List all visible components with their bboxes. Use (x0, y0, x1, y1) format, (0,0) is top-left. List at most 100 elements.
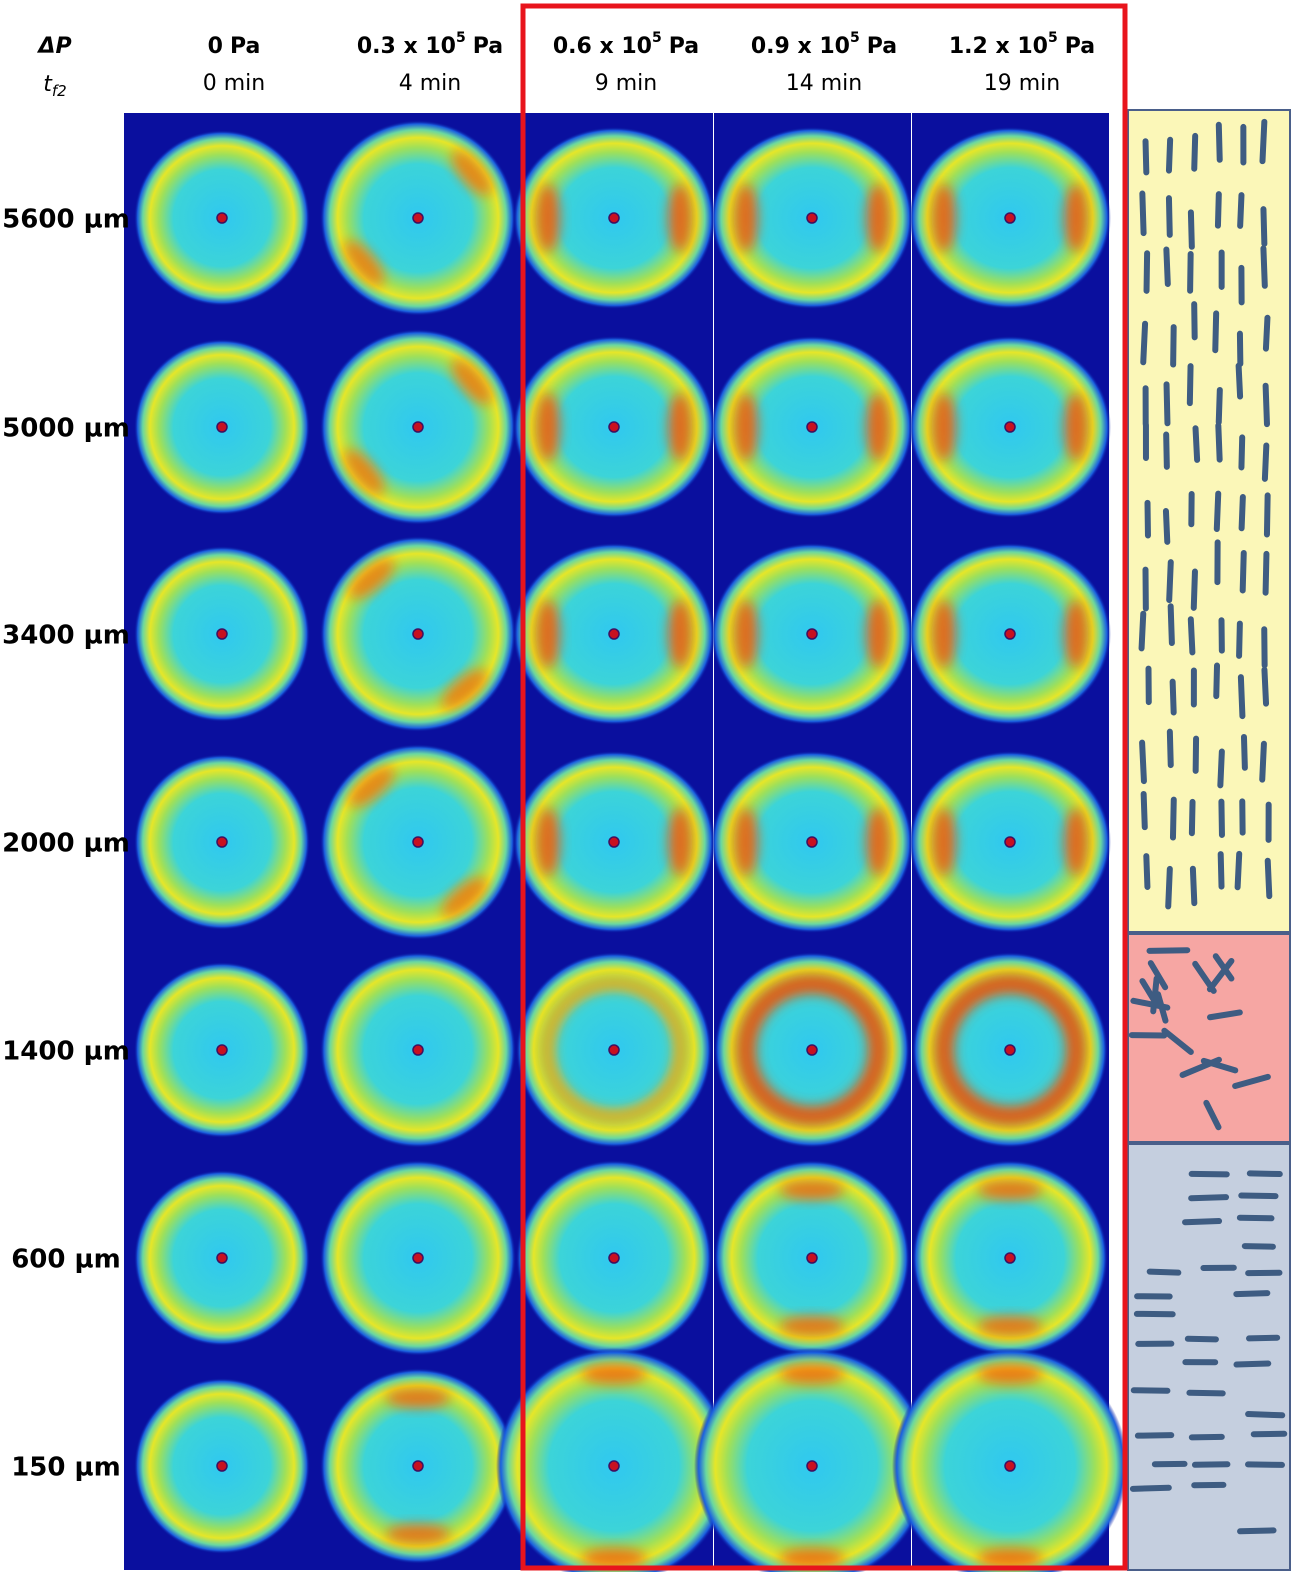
anisotropy-lobe (866, 393, 890, 461)
anisotropy-lobe (932, 600, 956, 668)
fiber-stick (1206, 957, 1235, 993)
beam-stop (1004, 1252, 1016, 1264)
scattering-pattern (694, 1348, 930, 1572)
anisotropy-lobe (978, 1180, 1042, 1200)
fiber-stick (1236, 1214, 1275, 1222)
fiber-stick (1142, 138, 1150, 176)
scattering-pattern (124, 322, 321, 531)
beam-stop (608, 1252, 620, 1264)
fiber-stick (1203, 1099, 1222, 1131)
pressure-label: 0.6 x 105 Pa (553, 30, 699, 59)
fiber-stick (1143, 250, 1151, 294)
anisotropy-lobe (734, 600, 758, 668)
fiber-stick (1191, 1461, 1231, 1468)
scatter-ring (694, 1348, 930, 1572)
pressure-unit: Pa (867, 34, 897, 59)
beam-stop (608, 421, 620, 433)
fiber-stick (1167, 603, 1175, 646)
scattering-pattern (320, 1361, 517, 1570)
fiber-stick (1245, 1411, 1286, 1419)
fiber-stick (1150, 975, 1160, 1015)
fiber-stick (1188, 798, 1196, 837)
pressure-unit: Pa (230, 34, 260, 59)
anisotropy-lobe (668, 600, 692, 668)
scattering-pattern (320, 737, 517, 946)
fiber-stick (1162, 508, 1171, 545)
fiber-stick (1212, 310, 1220, 354)
pressure-base: 0 (208, 34, 223, 59)
anisotropy-lobe (932, 808, 956, 876)
pressure-base: 0.3 x 10 (357, 34, 456, 59)
time-label: 19 min (984, 71, 1060, 96)
anisotropy-lobe (932, 393, 956, 461)
anisotropy-lobe (386, 1524, 450, 1544)
fiber-stick (1190, 568, 1198, 611)
pressure-exponent: 5 (652, 30, 662, 46)
anisotropy-lobe (582, 1364, 646, 1384)
beam-stop (1004, 212, 1016, 224)
fiber-stick (1186, 1389, 1226, 1397)
pressure-exponent: 5 (456, 30, 466, 46)
time-label: 14 min (786, 71, 862, 96)
fiber-stick (1217, 851, 1225, 890)
isotropic-ring (934, 974, 1086, 1126)
fiber-stick (1241, 1243, 1276, 1250)
fiber-stick (1232, 1073, 1271, 1089)
anisotropy-lobe (582, 1548, 646, 1568)
scattering-pattern (124, 113, 321, 322)
scattering-pattern (909, 322, 1111, 531)
time-symbol-sub: f2 (52, 82, 67, 100)
fiber-stick (1261, 442, 1270, 482)
fiber-stick (1139, 190, 1147, 237)
scattering-pattern (124, 529, 321, 738)
pressure-unit: Pa (1065, 34, 1095, 59)
pressure-exponent: 5 (850, 30, 860, 46)
scatter-ring (892, 1348, 1128, 1572)
fiber-stick (1246, 1170, 1283, 1178)
scattering-pattern (124, 1361, 321, 1570)
beam-stop (608, 628, 620, 640)
fiber-stick (1170, 324, 1177, 368)
scattering-pattern (320, 529, 517, 738)
beam-stop (608, 212, 620, 224)
anisotropy-lobe (1064, 808, 1088, 876)
anisotropy-lobe (1064, 393, 1088, 461)
beam-stop (216, 421, 228, 433)
scattering-pattern (320, 322, 517, 531)
fiber-stick (1237, 674, 1246, 720)
scattering-pattern (714, 1153, 911, 1362)
fiber-stick (1184, 1335, 1219, 1343)
fiber-stick (1234, 850, 1243, 891)
fiber-stick (1165, 195, 1173, 238)
anisotropy-lobe (734, 393, 758, 461)
beam-stop (412, 836, 424, 848)
fiber-stick (1188, 1194, 1230, 1202)
beam-stop (1004, 1460, 1016, 1472)
row-label: 5000 µm (2, 414, 130, 444)
pressure-unit: Pa (669, 34, 699, 59)
scattering-pattern (711, 529, 913, 738)
beam-stop (1004, 421, 1016, 433)
anisotropy-lobe (978, 1364, 1042, 1384)
scattering-pattern (516, 1153, 713, 1362)
fiber-stick (1245, 1461, 1285, 1468)
scattering-pattern (909, 529, 1111, 738)
fiber-stick (1147, 960, 1169, 991)
fiber-stick (1191, 132, 1199, 172)
fiber-stick (1233, 1290, 1271, 1298)
fiber-stick (1187, 250, 1194, 294)
fiber-stick (1259, 740, 1267, 783)
anisotropy-lobe (349, 766, 395, 807)
anisotropy-lobe (780, 1548, 844, 1568)
fiber-stick (1139, 739, 1147, 785)
fiber-stick (1260, 206, 1268, 247)
anisotropy-lobe (1064, 184, 1088, 252)
fiber-stick (1215, 386, 1223, 426)
fiber-stick (1163, 431, 1170, 470)
fiber-stick (1169, 678, 1177, 716)
scattering-pattern (711, 113, 913, 322)
anisotropy-lobe (978, 1548, 1042, 1568)
beam-stop (1004, 628, 1016, 640)
anisotropy-lobe (536, 600, 560, 668)
anisotropy-lobe (536, 808, 560, 876)
